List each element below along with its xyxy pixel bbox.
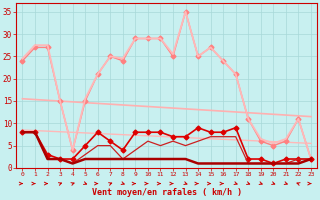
X-axis label: Vent moyen/en rafales ( km/h ): Vent moyen/en rafales ( km/h ) bbox=[92, 188, 242, 197]
